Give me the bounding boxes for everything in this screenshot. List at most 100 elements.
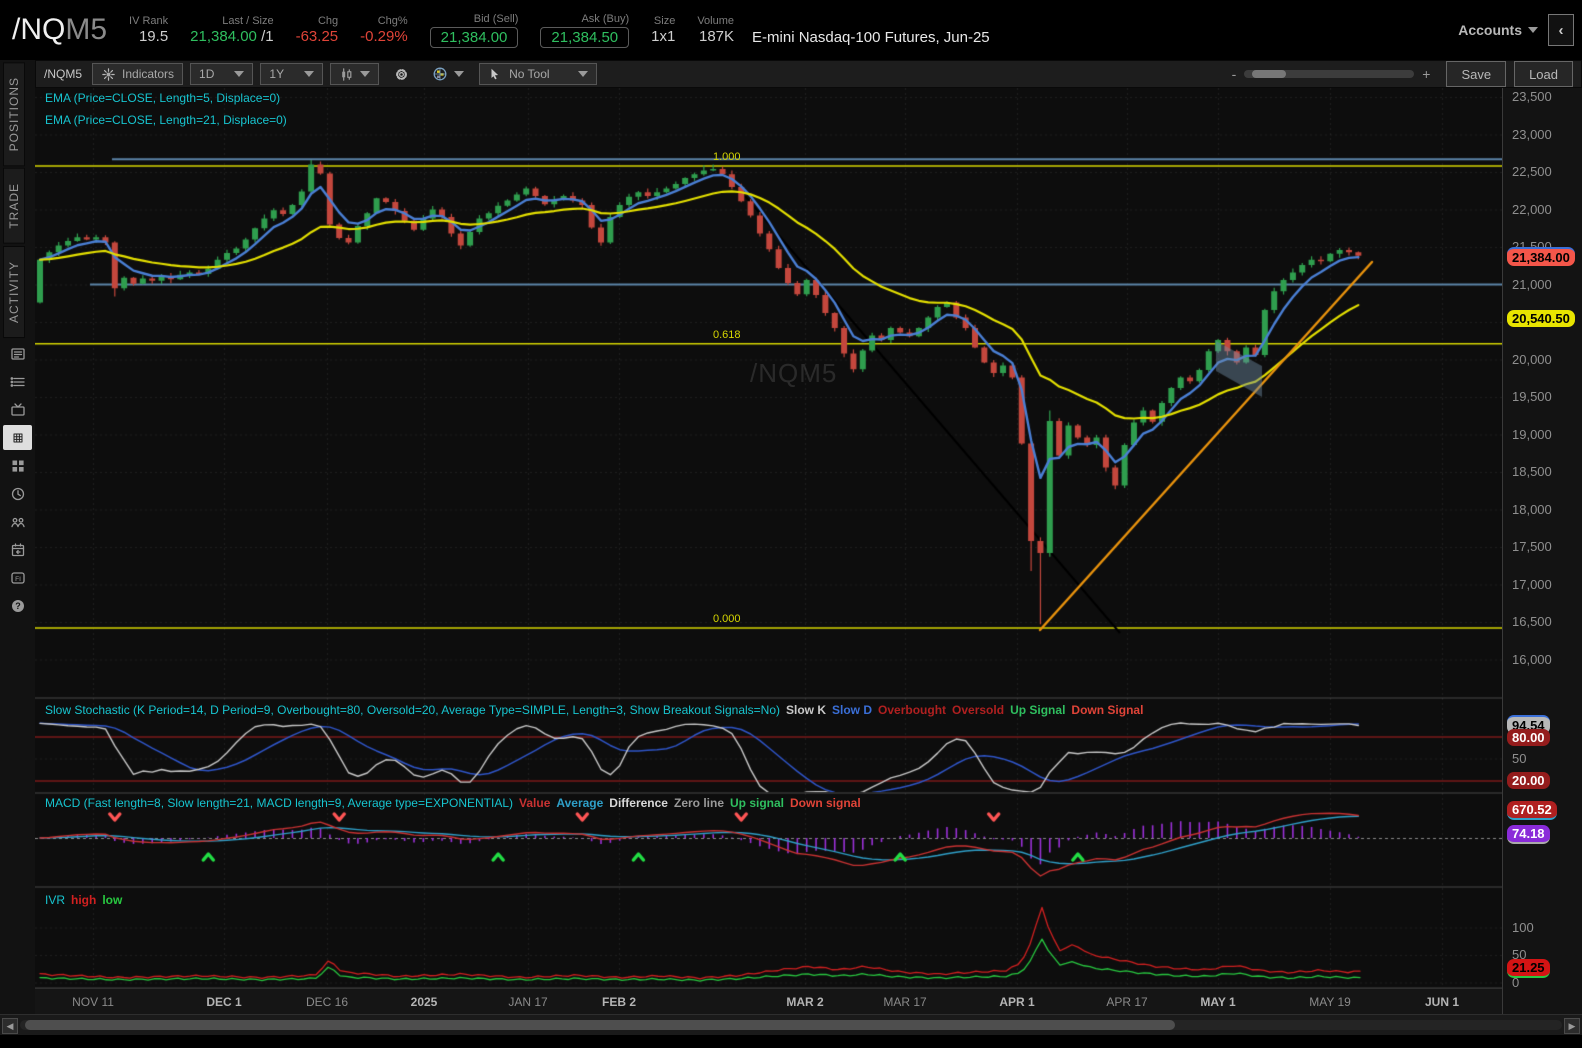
chevron-down-icon bbox=[304, 71, 315, 77]
volume-value: 187K bbox=[698, 28, 735, 45]
date-tick-label: NOV 11 bbox=[72, 995, 114, 1009]
timeframe-value: 1D bbox=[199, 67, 215, 81]
accounts-dropdown[interactable]: Accounts bbox=[1458, 22, 1538, 38]
zoom-slider-track[interactable] bbox=[1244, 70, 1415, 78]
last-stat: Last / Size 21,384.00 /1 bbox=[190, 14, 273, 46]
bid-button[interactable]: 21,384.00 bbox=[429, 27, 519, 48]
sidebar-chart-icon[interactable] bbox=[3, 425, 32, 451]
price-tick-label: 18,500 bbox=[1512, 464, 1552, 479]
iv-rank-stat: IV Rank 19.5 bbox=[129, 14, 168, 46]
zoom-out-button[interactable]: - bbox=[1231, 66, 1237, 82]
price-tick-label: 21,000 bbox=[1512, 276, 1552, 292]
last-label: Last / Size bbox=[222, 15, 274, 27]
indicator-tick-label: 100 bbox=[1512, 920, 1534, 935]
axis-value-badge: 80.00 bbox=[1507, 729, 1550, 746]
svg-text:FI: FI bbox=[15, 575, 21, 582]
bid-label: Bid (Sell) bbox=[473, 13, 519, 25]
price-tick-label: 23,500 bbox=[1512, 89, 1552, 104]
save-button[interactable]: Save bbox=[1446, 61, 1507, 87]
axis-value-badge: 74.18 bbox=[1507, 825, 1550, 844]
prism-grid-icon bbox=[432, 66, 448, 82]
date-tick-label: JAN 17 bbox=[508, 995, 548, 1009]
date-tick-label: 2025 bbox=[410, 995, 438, 1009]
range-select[interactable]: 1Y bbox=[260, 63, 324, 85]
size-value: 1x1 bbox=[651, 28, 676, 45]
volume-stat: Volume 187K bbox=[697, 14, 734, 46]
accounts-label: Accounts bbox=[1458, 22, 1522, 38]
price-chart-canvas[interactable] bbox=[35, 88, 1502, 1014]
timeframe-select[interactable]: 1D bbox=[190, 63, 254, 85]
chart-type-select[interactable] bbox=[330, 63, 380, 85]
date-tick-label: MAY 19 bbox=[1309, 995, 1351, 1009]
chg-pct-stat: Chg% -0.29% bbox=[360, 14, 408, 46]
price-tick-label: 16,000 bbox=[1512, 651, 1552, 667]
chg-pct-value: -0.29% bbox=[360, 28, 408, 45]
iv-rank-value: 19.5 bbox=[138, 28, 169, 45]
sidebar-dashboard-grid-icon[interactable] bbox=[3, 453, 32, 478]
indicator-tick-label: 50 bbox=[1512, 947, 1527, 962]
scroll-right-button[interactable]: ▶ bbox=[1564, 1018, 1580, 1034]
sidebar-watchlist-icon[interactable] bbox=[3, 369, 32, 394]
chevron-down-icon bbox=[1528, 27, 1538, 33]
sidebar-tab-activity[interactable]: ACTIVITY bbox=[3, 246, 25, 339]
scrollbar-thumb[interactable] bbox=[25, 1020, 1175, 1030]
date-tick-label: MAY 1 bbox=[1200, 995, 1236, 1009]
sidebar-fi-icon[interactable]: FI bbox=[3, 565, 32, 590]
range-value: 1Y bbox=[269, 67, 285, 81]
iv-rank-label: IV Rank bbox=[129, 15, 169, 27]
date-tick-label: JUN 1 bbox=[1424, 995, 1460, 1009]
date-tick-label: FEB 2 bbox=[601, 995, 637, 1009]
indicators-button[interactable]: Indicators bbox=[92, 63, 184, 85]
collapse-panel-button[interactable]: ‹ bbox=[1548, 14, 1574, 46]
price-axis[interactable]: 23,50023,00022,50022,00021,50021,00020,0… bbox=[1502, 88, 1582, 1014]
axis-value-badge: 20.00 bbox=[1507, 772, 1550, 789]
candlestick-chart-icon bbox=[339, 67, 354, 82]
axis-value-badge: 20,540.50 bbox=[1507, 310, 1575, 327]
sidebar-tab-trade[interactable]: TRADE bbox=[3, 168, 25, 245]
horizontal-scrollbar: ◀ ▶ bbox=[0, 1014, 1582, 1035]
size-stat: Size 1x1 bbox=[651, 14, 675, 46]
symbol-title: /NQM5 bbox=[12, 13, 107, 47]
indicators-label: Indicators bbox=[122, 67, 175, 81]
sidebar-community-icon[interactable] bbox=[3, 509, 32, 534]
axis-value-badge: 670.52 bbox=[1507, 801, 1557, 820]
sidebar-help-icon[interactable]: ? bbox=[3, 593, 32, 618]
chart-settings-button[interactable] bbox=[386, 63, 417, 85]
date-tick-label: MAR 17 bbox=[883, 995, 927, 1009]
date-tick-label: DEC 1 bbox=[206, 995, 242, 1009]
chevron-down-icon bbox=[578, 71, 589, 77]
sidebar-tv-icon[interactable] bbox=[3, 397, 32, 422]
chevron-left-icon: ‹ bbox=[1558, 21, 1564, 39]
date-tick-label: APR 1 bbox=[999, 995, 1035, 1009]
sidebar-calendar-icon[interactable] bbox=[3, 537, 32, 562]
price-tick-label: 17,500 bbox=[1512, 539, 1552, 554]
price-tick-label: 22,500 bbox=[1512, 164, 1552, 179]
prism-view-select[interactable] bbox=[424, 63, 472, 85]
sidebar-tab-positions[interactable]: POSITIONS bbox=[3, 62, 25, 167]
price-tick-label: 20,000 bbox=[1512, 351, 1552, 367]
volume-label: Volume bbox=[697, 15, 735, 27]
sidebar-news-icon[interactable] bbox=[3, 341, 32, 366]
zoom-slider-thumb[interactable] bbox=[1252, 70, 1287, 78]
time-axis[interactable]: NOV 11 DEC 1 DEC 16 2025 JAN 17 FEB 2 MAR 2 MAR… bbox=[35, 988, 1502, 1015]
size-label: Size bbox=[653, 15, 676, 27]
contract-description: E-mini Nasdaq-100 Futures, Jun-25 bbox=[752, 28, 990, 46]
price-tick-label: 17,000 bbox=[1512, 576, 1552, 592]
zoom-in-button[interactable]: + bbox=[1422, 66, 1431, 82]
sidebar-history-clock-icon[interactable] bbox=[3, 481, 32, 506]
scroll-left-button[interactable]: ◀ bbox=[2, 1018, 18, 1034]
axis-value-badge: 21,384.00 bbox=[1507, 247, 1575, 266]
indicator-tick-label: 50 bbox=[1512, 751, 1527, 766]
indicator-tick-label: 0 bbox=[1512, 975, 1520, 990]
date-tick-label: MAR 2 bbox=[786, 995, 824, 1009]
ask-button[interactable]: 21,384.50 bbox=[540, 27, 630, 48]
axis-value-badge: 21.25 bbox=[1507, 959, 1550, 978]
last-size: /1 bbox=[261, 28, 274, 45]
gear-icon bbox=[394, 67, 409, 82]
chart-region: EMA (Price=CLOSE, Length=5, Displace=0) … bbox=[35, 88, 1502, 1014]
left-sidebar: POSITIONS TRADE ACTIVITY FI? bbox=[0, 60, 35, 1014]
drawing-tool-select[interactable]: No Tool bbox=[479, 63, 598, 85]
load-button[interactable]: Load bbox=[1514, 61, 1573, 87]
price-tick-label: 18,000 bbox=[1512, 501, 1552, 517]
